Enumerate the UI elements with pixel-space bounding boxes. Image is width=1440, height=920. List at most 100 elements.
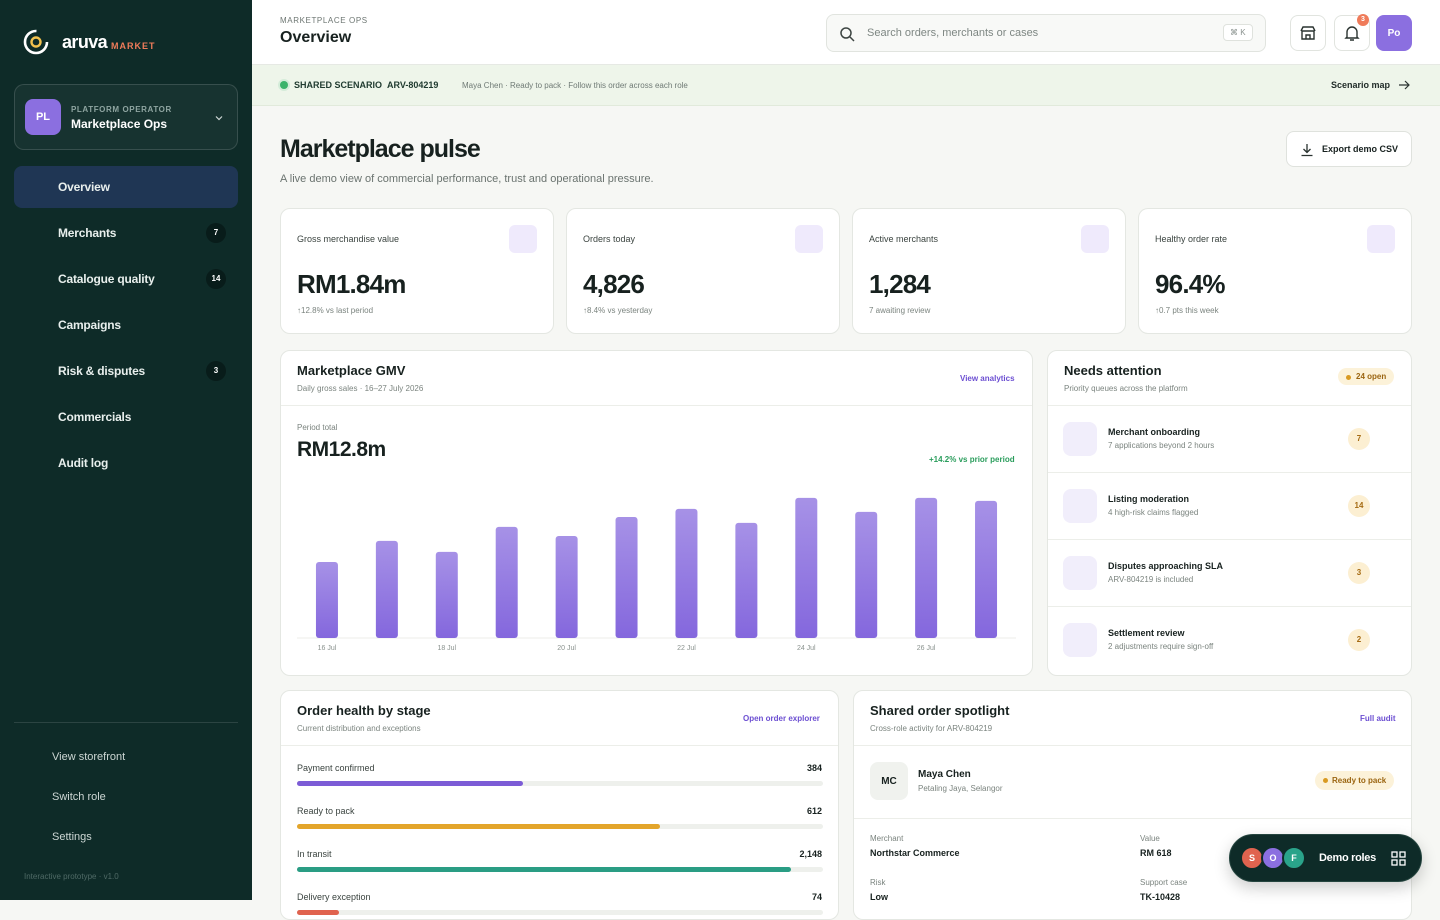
progress-track bbox=[297, 781, 823, 786]
field-value: TK-10428 bbox=[1140, 892, 1181, 902]
attention-item[interactable]: Listing moderation 4 high-risk claims fla… bbox=[1048, 473, 1411, 540]
progress-bar bbox=[297, 910, 340, 915]
footer-link[interactable]: Switch role bbox=[24, 787, 224, 807]
kpi-label: Active merchants bbox=[869, 234, 939, 244]
scenario-link[interactable]: Scenario map bbox=[1331, 80, 1391, 90]
item-icon bbox=[1063, 422, 1097, 456]
item-title: Merchant onboarding bbox=[1108, 427, 1200, 437]
kpi-card: Active merchants 1,284 7 awaiting review bbox=[852, 208, 1126, 334]
item-detail: 2 adjustments require sign-off bbox=[1108, 642, 1214, 651]
attention-item[interactable]: Merchant onboarding 7 applications beyond… bbox=[1048, 406, 1411, 473]
banner-order: ARV-804219 bbox=[387, 80, 439, 90]
divider bbox=[281, 745, 838, 746]
nav-item[interactable]: Campaigns bbox=[14, 304, 238, 346]
item-icon bbox=[1063, 556, 1097, 590]
card-subtitle: Daily gross sales · 16–27 July 2026 bbox=[297, 384, 424, 393]
section-subtitle: A live demo view of commercial performan… bbox=[280, 173, 654, 185]
bar bbox=[375, 540, 398, 638]
nav-label: Overview bbox=[58, 180, 110, 194]
card-link[interactable]: Full audit bbox=[1360, 714, 1396, 723]
banner-label: SHARED SCENARIO bbox=[294, 80, 383, 90]
kpi-card: Orders today 4,826 ↑8.4% vs yesterday bbox=[566, 208, 840, 334]
kpi-delta: ↑12.8% vs last period bbox=[297, 306, 374, 315]
x-tick-label: 16 Jul bbox=[318, 645, 337, 652]
card-subtitle: Cross-role activity for ARV-804219 bbox=[870, 724, 993, 733]
x-tick-label: 20 Jul bbox=[557, 645, 576, 652]
status-badge: Ready to pack bbox=[1315, 771, 1395, 790]
customer-location: Petaling Jaya, Selangor bbox=[918, 784, 1003, 793]
nav-count: 7 bbox=[206, 223, 226, 243]
bar bbox=[735, 522, 758, 638]
gmv-card: Marketplace GMV Daily gross sales · 16–2… bbox=[280, 350, 1033, 676]
kpi-icon bbox=[509, 225, 537, 253]
progress-bar bbox=[297, 781, 524, 786]
x-tick-label: 24 Jul bbox=[797, 645, 816, 652]
export-button[interactable]: Export demo CSV bbox=[1286, 131, 1412, 167]
brand: aruva bbox=[62, 32, 108, 52]
card-title: Needs attention bbox=[1064, 363, 1162, 378]
card-link[interactable]: Open order explorer bbox=[743, 714, 820, 723]
bar-chart: 16 Jul 18 Jul 20 Jul 22 Jul 24 Jul 26 Jul bbox=[297, 497, 1016, 652]
nav-item[interactable]: Commercials bbox=[14, 396, 238, 438]
item-title: Disputes approaching SLA bbox=[1108, 561, 1224, 571]
role-avatar: O bbox=[1261, 846, 1285, 870]
field-label: Value bbox=[1140, 834, 1160, 843]
attention-item[interactable]: Settlement review 2 adjustments require s… bbox=[1048, 607, 1411, 674]
nav-item[interactable]: Catalogue quality 14 bbox=[14, 258, 238, 300]
search-icon bbox=[840, 27, 855, 42]
kpi-value: RM1.84m bbox=[297, 269, 406, 299]
open-badge: 24 open bbox=[1338, 368, 1395, 385]
item-title: Settlement review bbox=[1108, 628, 1185, 638]
nav-label: Catalogue quality bbox=[58, 272, 155, 286]
brand-tag: MARKET bbox=[111, 41, 156, 51]
kpi-icon bbox=[795, 225, 823, 253]
kpi-value: 1,284 bbox=[869, 269, 931, 299]
banner-text: Maya Chen · Ready to pack · Follow this … bbox=[462, 81, 688, 90]
x-tick-label: 26 Jul bbox=[917, 645, 936, 652]
bar bbox=[975, 500, 998, 638]
item-count: 7 bbox=[1348, 428, 1370, 450]
attention-item[interactable]: Disputes approaching SLA ARV-804219 is in… bbox=[1048, 540, 1411, 607]
item-icon bbox=[1063, 489, 1097, 523]
scenario-banner: SHARED SCENARIO ARV-804219 Maya Chen · R… bbox=[252, 65, 1440, 106]
search[interactable]: Search orders, merchants or cases ⌘ K bbox=[826, 14, 1266, 52]
nav-item[interactable]: Merchants 7 bbox=[14, 212, 238, 254]
nav-label: Merchants bbox=[58, 226, 117, 240]
progress-track bbox=[297, 824, 823, 829]
bar bbox=[495, 526, 518, 638]
bar bbox=[795, 497, 818, 638]
footer-link[interactable]: Settings bbox=[24, 827, 224, 847]
status-dot bbox=[280, 81, 288, 89]
item-count: 3 bbox=[1348, 562, 1370, 584]
nav-label: Campaigns bbox=[58, 318, 121, 332]
card-title: Marketplace GMV bbox=[297, 363, 406, 378]
nav-item[interactable]: Overview bbox=[14, 166, 238, 208]
card-subtitle: Priority queues across the platform bbox=[1064, 384, 1188, 393]
progress-track bbox=[297, 867, 823, 872]
sidebar: aruva MARKET PL PLATFORM OPERATOR Market… bbox=[0, 0, 252, 900]
attention-card: Needs attention Priority queues across t… bbox=[1047, 350, 1412, 676]
total-label: Period total bbox=[297, 423, 338, 432]
bar bbox=[555, 535, 578, 638]
nav-item[interactable]: Risk & disputes 3 bbox=[14, 350, 238, 392]
field-value: Northstar Commerce bbox=[870, 848, 960, 858]
user-avatar[interactable]: Po bbox=[1376, 15, 1412, 51]
footer-link[interactable]: View storefront bbox=[24, 747, 224, 767]
account-switcher[interactable]: PL PLATFORM OPERATOR Marketplace Ops bbox=[14, 84, 238, 150]
item-count: 2 bbox=[1348, 629, 1370, 651]
logo-mark bbox=[23, 29, 49, 55]
stage-count: 384 bbox=[806, 763, 822, 773]
stage-name: Delivery exception bbox=[297, 892, 371, 902]
bar bbox=[915, 497, 938, 638]
card-link[interactable]: View analytics bbox=[960, 374, 1015, 383]
kpi-value: 96.4% bbox=[1155, 269, 1226, 299]
badge-dot bbox=[1323, 778, 1328, 783]
field-label: Risk bbox=[870, 878, 886, 887]
progress-track bbox=[297, 910, 823, 915]
nav-item[interactable]: Audit log bbox=[14, 442, 238, 484]
storefront-button[interactable] bbox=[1290, 15, 1326, 51]
bar bbox=[855, 511, 878, 638]
divider bbox=[854, 745, 1411, 746]
stage-name: In transit bbox=[297, 849, 332, 859]
